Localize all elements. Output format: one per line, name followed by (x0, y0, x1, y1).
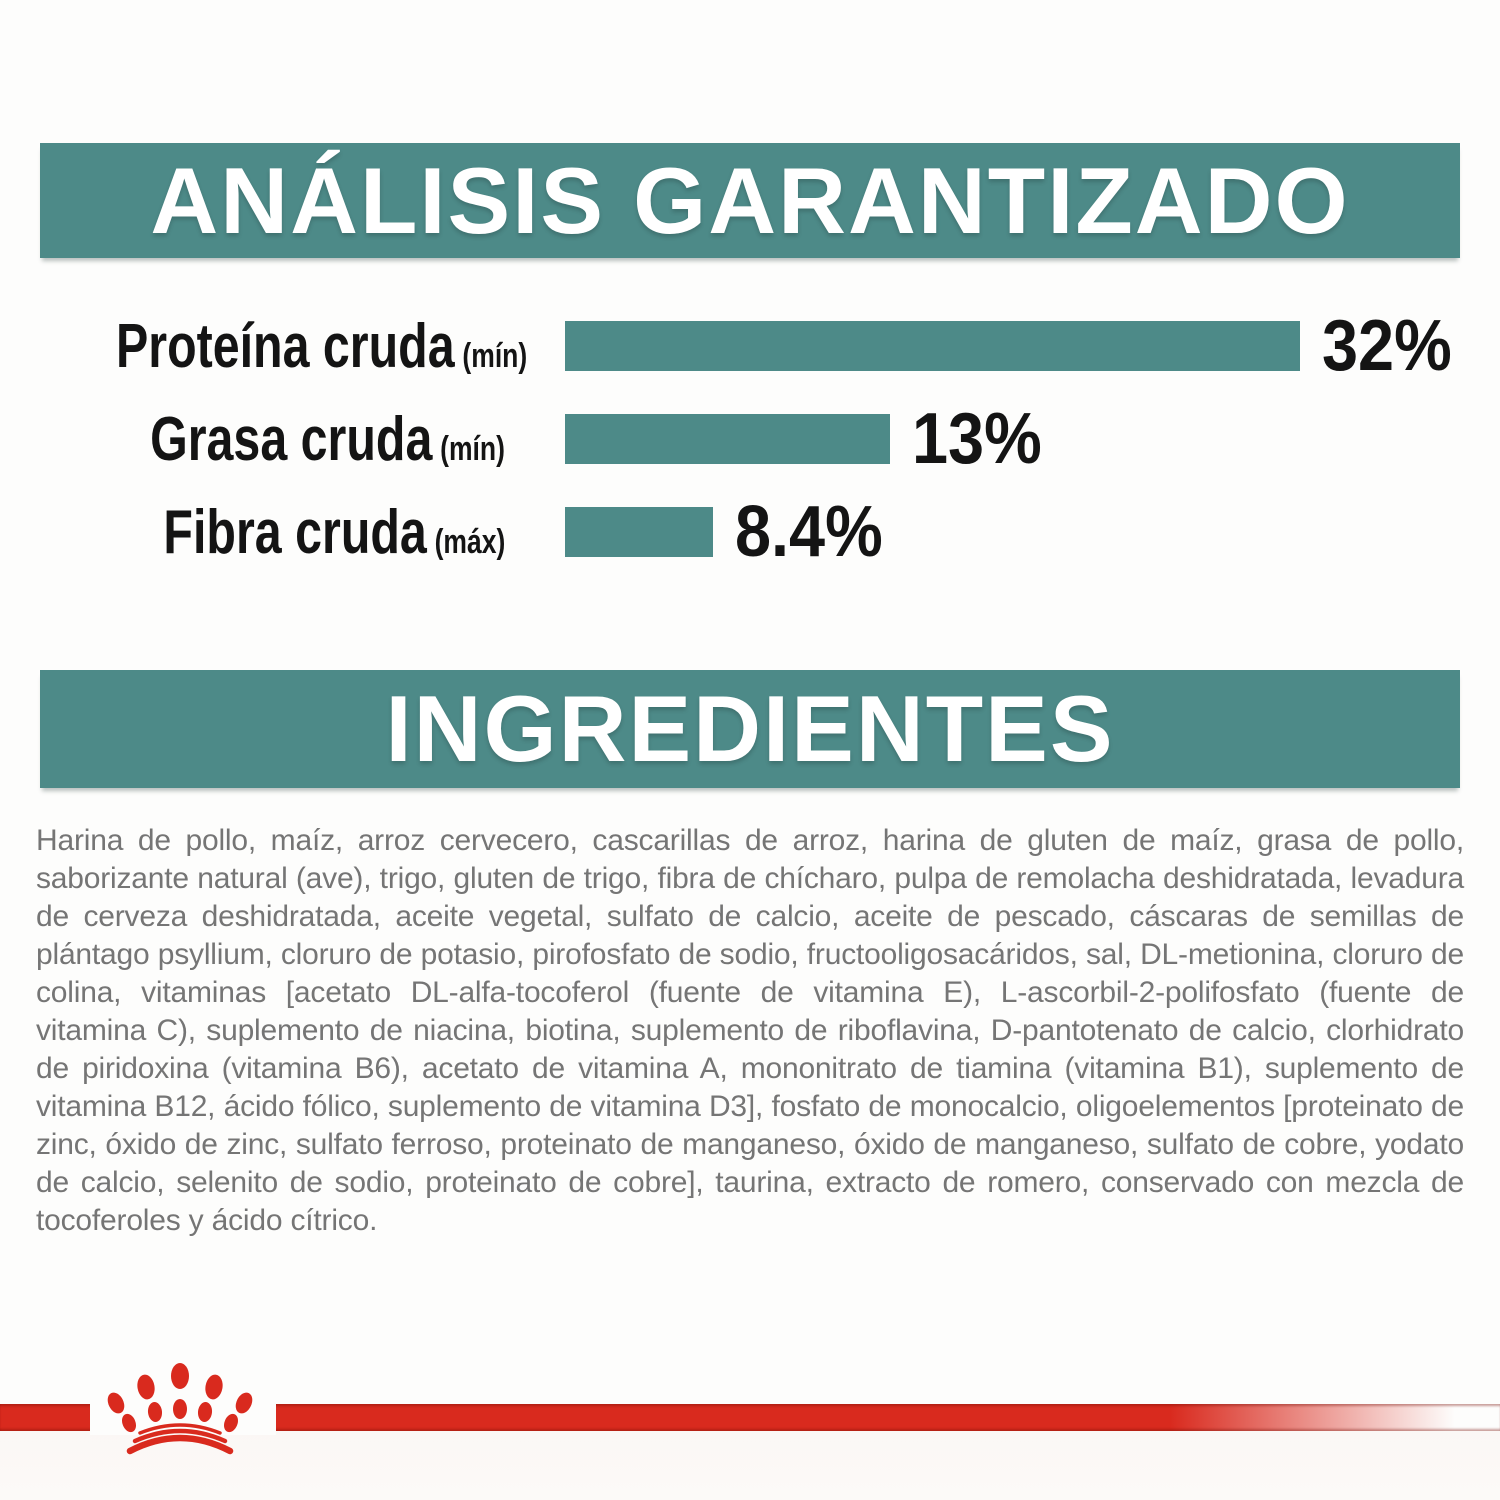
chart-row-fat: Grasa cruda (mín) 13% (0, 392, 1500, 486)
analysis-banner: ANÁLISIS GARANTIZADO (40, 143, 1460, 258)
nutrient-qualifier: (mín) (462, 336, 528, 375)
nutrient-qualifier: (mín) (440, 429, 505, 468)
chart-row-fiber: Fibra cruda (máx) 8.4% (0, 485, 1500, 579)
nutrient-name: Fibra cruda (163, 497, 427, 567)
fat-bar (565, 414, 890, 464)
row-label: Grasa cruda (mín) (0, 404, 505, 475)
ingredients-text: Harina de pollo, maíz, arroz cervecero, … (36, 824, 1464, 1237)
protein-value: 32% (1322, 306, 1452, 386)
row-label: Fibra cruda (máx) (0, 497, 505, 568)
nutrient-name: Proteína cruda (115, 311, 455, 381)
nutrient-name: Grasa cruda (150, 404, 433, 474)
fat-value: 13% (912, 399, 1042, 479)
nutrient-qualifier: (máx) (434, 522, 505, 561)
fiber-value: 8.4% (735, 492, 883, 572)
chart-row-protein: Proteína cruda (mín) 32% (0, 299, 1500, 393)
ingredients-title: INGREDIENTES (385, 676, 1115, 781)
protein-bar (565, 321, 1300, 371)
footer-background (0, 1431, 1500, 1500)
ingredients-banner: INGREDIENTES (40, 670, 1460, 788)
fiber-bar (565, 507, 713, 557)
analysis-title: ANÁLISIS GARANTIZADO (150, 147, 1350, 253)
row-label: Proteína cruda (mín) (0, 311, 527, 382)
royal-canin-crown-logo-icon (107, 1363, 253, 1455)
